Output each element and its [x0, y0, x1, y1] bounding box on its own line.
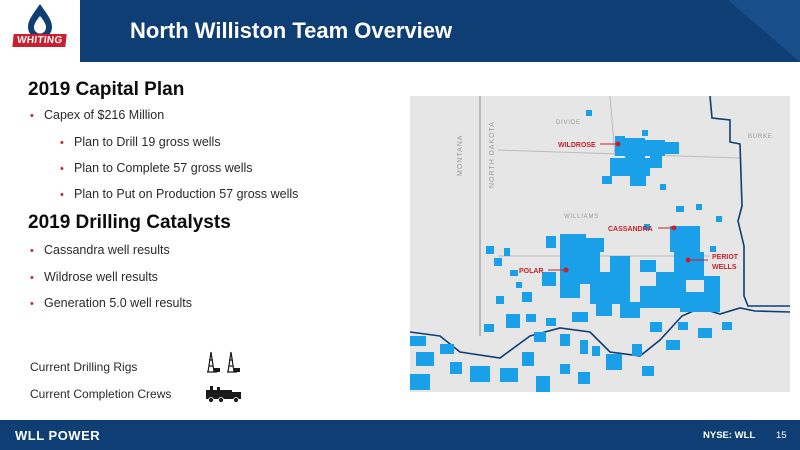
bullet-marker: • — [60, 163, 64, 175]
well-label-periot: PERIOT — [712, 254, 739, 261]
catalyst-bullet: • Generation 5.0 well results — [30, 296, 192, 310]
lake-sakakawea-boundary — [410, 307, 790, 359]
bullet-marker: • — [30, 110, 34, 122]
river-boundary — [709, 96, 790, 307]
frac-crew-truck-icon — [206, 386, 241, 403]
well-label-wells: WELLS — [712, 264, 737, 271]
bullet-marker: • — [30, 245, 34, 257]
bullet-text: Plan to Complete 57 gross wells — [74, 161, 253, 175]
capital-plan-bullet: • Capex of $216 Million — [30, 108, 164, 122]
oil-drop-icon — [28, 4, 52, 39]
well-label-wildrose: WILDROSE — [558, 142, 596, 149]
logo-wordmark: WHITING — [12, 34, 68, 47]
footer-bar: WLL POWER NYSE: WLL 15 — [0, 420, 800, 450]
bullet-text: Cassandra well results — [44, 243, 170, 257]
well-markers — [548, 141, 708, 273]
bullet-text: Plan to Put on Production 57 gross wells — [74, 187, 299, 201]
header-stripe — [728, 0, 800, 62]
bullet-text: Capex of $216 Million — [44, 108, 165, 122]
state-label-montana: MONTANA — [457, 135, 464, 176]
bullet-marker: • — [60, 189, 64, 201]
bullet-text: Plan to Drill 19 gross wells — [74, 135, 221, 149]
bullet-text: Generation 5.0 well results — [44, 296, 192, 310]
capital-plan-bullet: • Plan to Put on Production 57 gross well… — [60, 187, 298, 201]
drilling-rigs-label: Current Drilling Rigs — [30, 360, 138, 374]
county-label-divide: DIVIDE — [556, 120, 581, 126]
state-label-north-dakota: NORTH DAKOTA — [489, 121, 496, 188]
company-logo: WHITING — [0, 0, 80, 62]
catalyst-bullet: • Wildrose well results — [30, 270, 158, 284]
well-label-cassandra: CASSANDRA — [608, 226, 653, 233]
capital-plan-heading: 2019 Capital Plan — [28, 79, 185, 100]
completion-crews-label: Current Completion Crews — [30, 387, 172, 401]
capital-plan-bullet: • Plan to Drill 19 gross wells — [60, 135, 221, 149]
well-label-polar: POLAR — [519, 268, 544, 275]
stock-ticker: NYSE: WLL — [703, 430, 756, 441]
footer-brand: WLL POWER — [15, 428, 101, 443]
county-label-williams: WILLIAMS — [564, 214, 599, 220]
bullet-marker: • — [30, 298, 34, 310]
bullet-text: Wildrose well results — [44, 270, 158, 284]
drilling-rig-icon — [207, 351, 240, 373]
page-title: North Williston Team Overview — [130, 18, 453, 43]
capital-plan-bullet: • Plan to Complete 57 gross wells — [60, 161, 253, 175]
catalysts-heading: 2019 Drilling Catalysts — [28, 212, 231, 233]
acreage-map: MONTANA NORTH DAKOTA DIVIDE BURKE WILLIA… — [410, 96, 790, 392]
acreage-map-graphic: MONTANA NORTH DAKOTA DIVIDE BURKE WILLIA… — [410, 96, 790, 392]
catalyst-bullet: • Cassandra well results — [30, 243, 170, 257]
county-label-burke: BURKE — [748, 134, 773, 140]
bullet-marker: • — [30, 272, 34, 284]
bullet-marker: • — [60, 137, 64, 149]
page-number: 15 — [776, 430, 787, 441]
acreage-blocks — [410, 110, 732, 392]
header-bar: WHITING North Williston Team Overview — [0, 0, 800, 62]
